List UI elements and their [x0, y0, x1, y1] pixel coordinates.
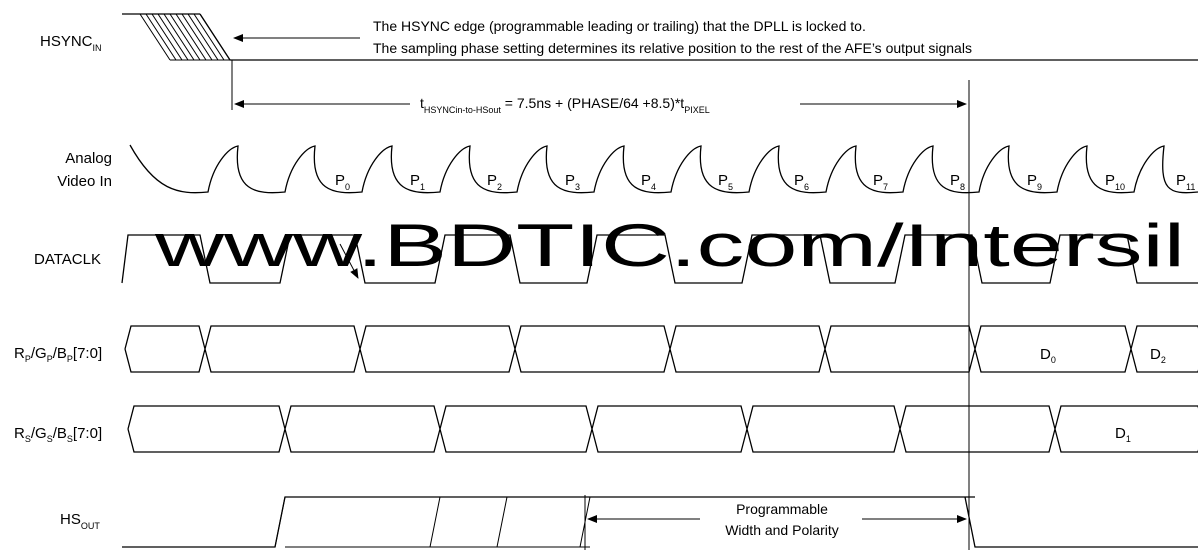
hs-out-label: HSOUT: [60, 511, 100, 531]
d0-label: D0: [1040, 346, 1056, 365]
hsync-in-waveform: [122, 13, 1198, 61]
pixel-label-8: P8: [950, 172, 965, 192]
pixel-label-7: P7: [873, 172, 888, 192]
analog-video-label-2: Video In: [57, 173, 112, 190]
hsync-note-line2: The sampling phase setting determines it…: [373, 40, 972, 56]
pixel-label-6: P6: [794, 172, 809, 192]
analog-video-waveform: [129, 144, 1198, 194]
pixel-label-1: P1: [410, 172, 425, 192]
dataclk-label: DATACLK: [34, 251, 101, 268]
watermark-text: www.BDTIC.com/Intersil: [153, 212, 1185, 279]
pixel-label-9: P9: [1027, 172, 1042, 192]
d2-label: D2: [1150, 346, 1166, 365]
pixel-label-3: P3: [565, 172, 580, 192]
pixel-label-0: P0: [335, 172, 350, 192]
d1-label: D1: [1115, 425, 1131, 444]
hs-out-waveform: [122, 496, 1198, 548]
hsync-note-line1: The HSYNC edge (programmable leading or …: [373, 18, 866, 34]
pixel-label-10: P10: [1105, 172, 1125, 192]
prog-note-line2: Width and Polarity: [725, 522, 839, 538]
pixel-label-11: P11: [1176, 172, 1195, 192]
pixel-label-2: P2: [487, 172, 502, 192]
timing-formula: tHSYNCin-to-HSout = 7.5ns + (PHASE/64 +8…: [420, 95, 710, 115]
rgb-primary-label: RP/GP/BP[7:0]: [14, 345, 102, 364]
prog-note-line1: Programmable: [736, 501, 828, 517]
rgb-secondary-label: RS/GS/BS[7:0]: [14, 425, 102, 444]
pixel-labels: P0 P1 P2 P3 P4 P5 P6 P7 P8 P9 P10 P11: [335, 172, 1195, 192]
pixel-label-5: P5: [718, 172, 733, 192]
dataclk-waveform: [121, 234, 1198, 284]
rgb-secondary-bus: [127, 405, 1198, 453]
hsync-in-label: HSYNCIN: [40, 33, 102, 53]
analog-video-label-1: Analog: [65, 150, 112, 167]
dataclk-arrow: [339, 243, 359, 279]
rgb-primary-bus: [124, 325, 1198, 373]
pixel-label-4: P4: [641, 172, 656, 192]
